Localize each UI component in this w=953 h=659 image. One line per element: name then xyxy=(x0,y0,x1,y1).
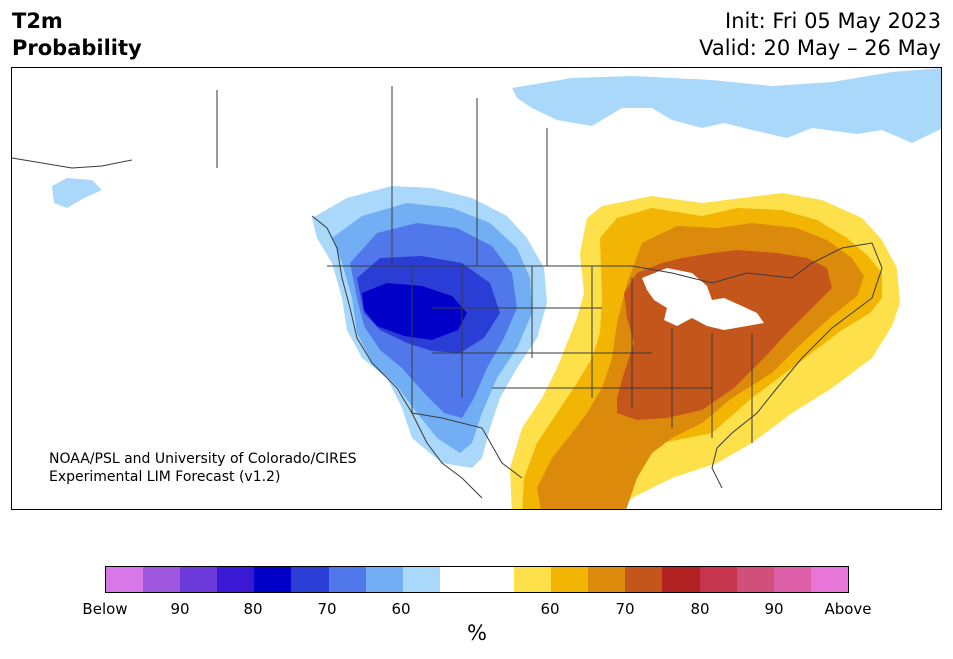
title-block: T2m Probability xyxy=(12,8,142,62)
colorbar-tick-label: 60 xyxy=(391,600,411,618)
init-date: Init: Fri 05 May 2023 xyxy=(725,9,941,33)
credit-line-1: NOAA/PSL and University of Colorado/CIRE… xyxy=(49,451,357,467)
colorbar-tick-label: 80 xyxy=(243,600,263,618)
forecast-map xyxy=(11,67,942,510)
colorbar-tick-label: 80 xyxy=(690,600,710,618)
colorbar-tick-label: 70 xyxy=(317,600,337,618)
colorbar-segment xyxy=(588,567,626,592)
colorbar-segment xyxy=(402,567,440,592)
below-80-region xyxy=(362,283,467,340)
colorbar-segment xyxy=(514,567,552,592)
colorbar-segment xyxy=(106,567,144,592)
credit-text: NOAA/PSL and University of Colorado/CIRE… xyxy=(49,450,357,486)
colorbar-tick-label: 60 xyxy=(540,600,560,618)
colorbar-segment xyxy=(180,567,218,592)
colorbar-segment xyxy=(365,567,403,592)
colorbar-tick-label: 90 xyxy=(764,600,784,618)
colorbar-unit: % xyxy=(467,621,487,645)
colorbar-tick-label: Below xyxy=(82,600,128,618)
us-canada-border xyxy=(327,242,873,284)
hudson-bay-water xyxy=(512,68,941,143)
colorbar-segment xyxy=(291,567,329,592)
product-title: Probability xyxy=(12,36,142,60)
valid-period: Valid: 20 May – 26 May xyxy=(699,36,941,60)
colorbar-segment xyxy=(625,567,663,592)
colorbar-tick-label: Above xyxy=(824,600,872,618)
variable-title: T2m xyxy=(12,9,63,33)
colorbar-segment xyxy=(439,567,477,592)
colorbar-segment xyxy=(476,567,515,592)
date-block: Init: Fri 05 May 2023 Valid: 20 May – 26… xyxy=(699,8,941,62)
canada-province-lines xyxy=(216,86,548,266)
colorbar-segment xyxy=(328,567,366,592)
colorbar-segment xyxy=(810,567,848,592)
colorbar-segment xyxy=(143,567,181,592)
us-mexico-border xyxy=(411,412,523,479)
colorbar-segment xyxy=(662,567,700,592)
colorbar-segment xyxy=(551,567,589,592)
colorbar-segment xyxy=(736,567,774,592)
alaska-canada-border xyxy=(12,157,133,169)
colorbar-segment xyxy=(254,567,292,592)
map-svg xyxy=(12,68,941,509)
colorbar-tick-label: 70 xyxy=(615,600,635,618)
coastline-east xyxy=(711,242,883,489)
pacific-coast-water xyxy=(52,178,102,208)
colorbar-tick-label: 90 xyxy=(170,600,190,618)
political-borders xyxy=(12,86,883,499)
colorbar-segment xyxy=(217,567,255,592)
colorbar-segment xyxy=(773,567,811,592)
state-lines xyxy=(411,266,753,443)
great-lakes xyxy=(642,268,764,330)
colorbar-segment xyxy=(699,567,737,592)
credit-line-2: Experimental LIM Forecast (v1.2) xyxy=(49,469,281,485)
colorbar xyxy=(105,566,849,593)
coastline-west xyxy=(311,215,483,499)
